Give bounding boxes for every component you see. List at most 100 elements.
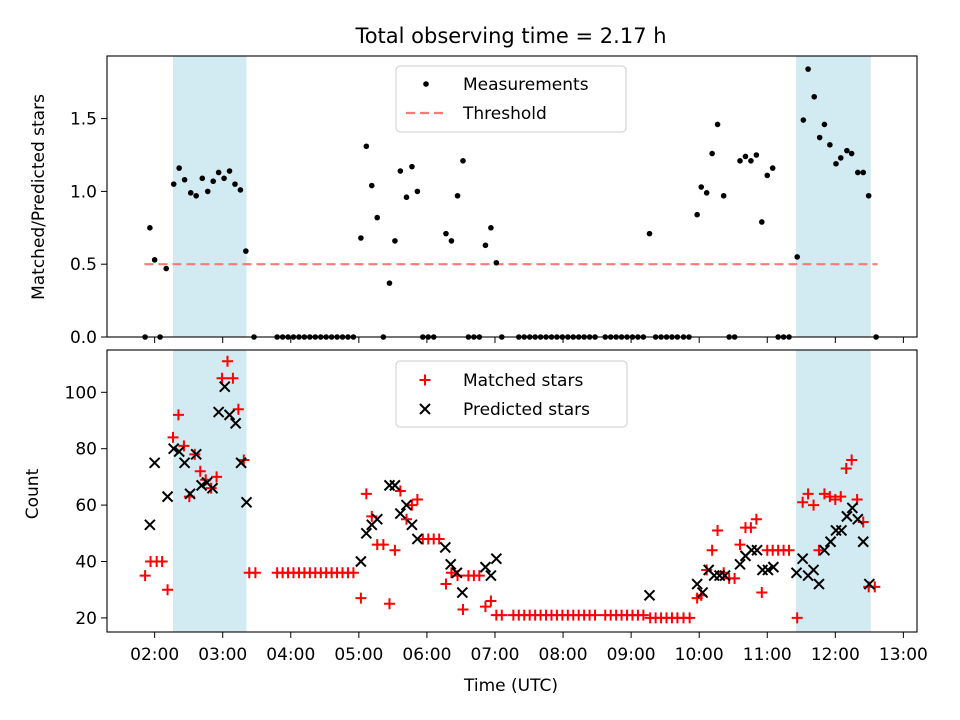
measurement-point [443, 230, 449, 237]
matched-star-point [496, 609, 508, 621]
measurement-point [243, 248, 249, 254]
measurement-point [414, 188, 421, 195]
predicted-star-point [751, 544, 763, 556]
measurement-point [737, 158, 743, 164]
predicted-star-point [406, 519, 418, 531]
xlabel: Time (UTC) [463, 676, 558, 696]
predicted-star-point [691, 578, 703, 590]
measurement-point [482, 242, 489, 249]
predicted-star-point [863, 578, 876, 590]
legend-frame [395, 65, 627, 133]
measurement-point [811, 93, 818, 100]
matched-star-point [211, 471, 223, 483]
predicted-star-point [235, 457, 247, 469]
legend-threshold-label: Threshold [462, 104, 547, 124]
y-tick-label: 20 [75, 609, 97, 629]
matched-star-point [797, 496, 809, 508]
predicted-star-point [807, 564, 820, 576]
legend-measurement-marker [423, 81, 429, 87]
predicted-star-point [852, 513, 864, 525]
matched-star-point [729, 572, 741, 584]
shaded-span [173, 56, 247, 337]
predicted-star-point [734, 558, 746, 571]
measurement-point [199, 175, 206, 182]
predicted-star-point [212, 406, 225, 418]
matched-star-point [473, 570, 485, 582]
matched-star-point [389, 544, 401, 556]
matched-star-point [479, 601, 491, 613]
measurement-point [460, 158, 466, 164]
predicted-star-point [195, 479, 208, 492]
matched-star-point [783, 544, 795, 556]
predicted-star-point [824, 536, 837, 548]
predicted-star-point [184, 488, 196, 500]
measurement-point [397, 168, 404, 174]
matched-star-point [249, 567, 261, 579]
matched-star-point [840, 462, 852, 474]
matched-star-point [156, 556, 168, 567]
predicted-star-point [178, 457, 191, 469]
predicted-star-point [696, 586, 709, 599]
shaded-span [795, 56, 871, 337]
matched-star-point [400, 513, 412, 525]
predicted-star-point [796, 552, 809, 565]
predicted-star-point [479, 561, 492, 573]
legend-matched-label: Matched stars [463, 371, 583, 391]
measurement-point [698, 184, 705, 190]
measurement-point [210, 178, 216, 185]
legend-frame [395, 360, 628, 428]
x-tick-label: 13:00 [879, 645, 928, 665]
matched-star-point [802, 488, 814, 500]
measurement-point [163, 265, 170, 272]
measurement-point [848, 150, 855, 157]
measurement-point [860, 169, 867, 176]
measurement-point [709, 150, 715, 157]
matched-star-point [750, 513, 762, 525]
measurement-point [363, 143, 370, 150]
y-tick-label: 0.0 [70, 328, 97, 348]
predicted-star-point [229, 417, 242, 430]
legend-predicted-marker [419, 403, 431, 415]
measurement-point [769, 165, 776, 171]
predicted-star-point [167, 442, 180, 455]
legend-measurements-label: Measurements [463, 75, 589, 95]
x-tick-label: 10:00 [675, 645, 724, 665]
matched-star-point [791, 612, 803, 624]
measurement-point [844, 147, 850, 154]
matched-star-point [360, 488, 372, 500]
predicted-star-point [206, 482, 219, 494]
matched-star-point [712, 524, 724, 536]
matched-star-point [485, 595, 497, 607]
measurement-point [448, 238, 455, 244]
predicted-star-point [240, 496, 253, 508]
measurement-point [714, 121, 721, 128]
matched-star-point [433, 533, 445, 545]
matched-star-point [734, 539, 746, 551]
measurement-point [759, 219, 765, 225]
plot-frame [106, 55, 918, 338]
matched-star-point [701, 564, 713, 576]
predicted-star-point [371, 513, 383, 525]
predicted-star-point [767, 561, 780, 573]
predicted-star-point [846, 502, 859, 514]
matched-star-point [808, 499, 820, 511]
legend-bottom: Matched stars Predicted stars [395, 360, 628, 428]
measurement-point [493, 259, 500, 266]
legend-top: Measurements Threshold [395, 65, 627, 133]
measurement-point [170, 181, 177, 187]
predicted-star-point [456, 586, 469, 599]
y-tick-label: 40 [75, 553, 97, 573]
x-tick-label: 09:00 [607, 645, 656, 665]
bottom-panel: 20 40 60 80 100 02:00 03:00 04:00 05:00 06:00 07:0… [65, 349, 928, 665]
matched-star-point [406, 499, 418, 511]
matched-star-point [355, 592, 367, 604]
shaded-span [795, 350, 871, 632]
matched-star-point [227, 372, 239, 384]
matched-star-point [684, 612, 696, 624]
matched-star-point [835, 491, 847, 503]
measurement-point [147, 225, 153, 231]
measurement-point [854, 169, 861, 176]
measurement-point [374, 214, 381, 221]
measurement-point [703, 190, 710, 196]
y-tick-label: 0.5 [70, 255, 97, 275]
